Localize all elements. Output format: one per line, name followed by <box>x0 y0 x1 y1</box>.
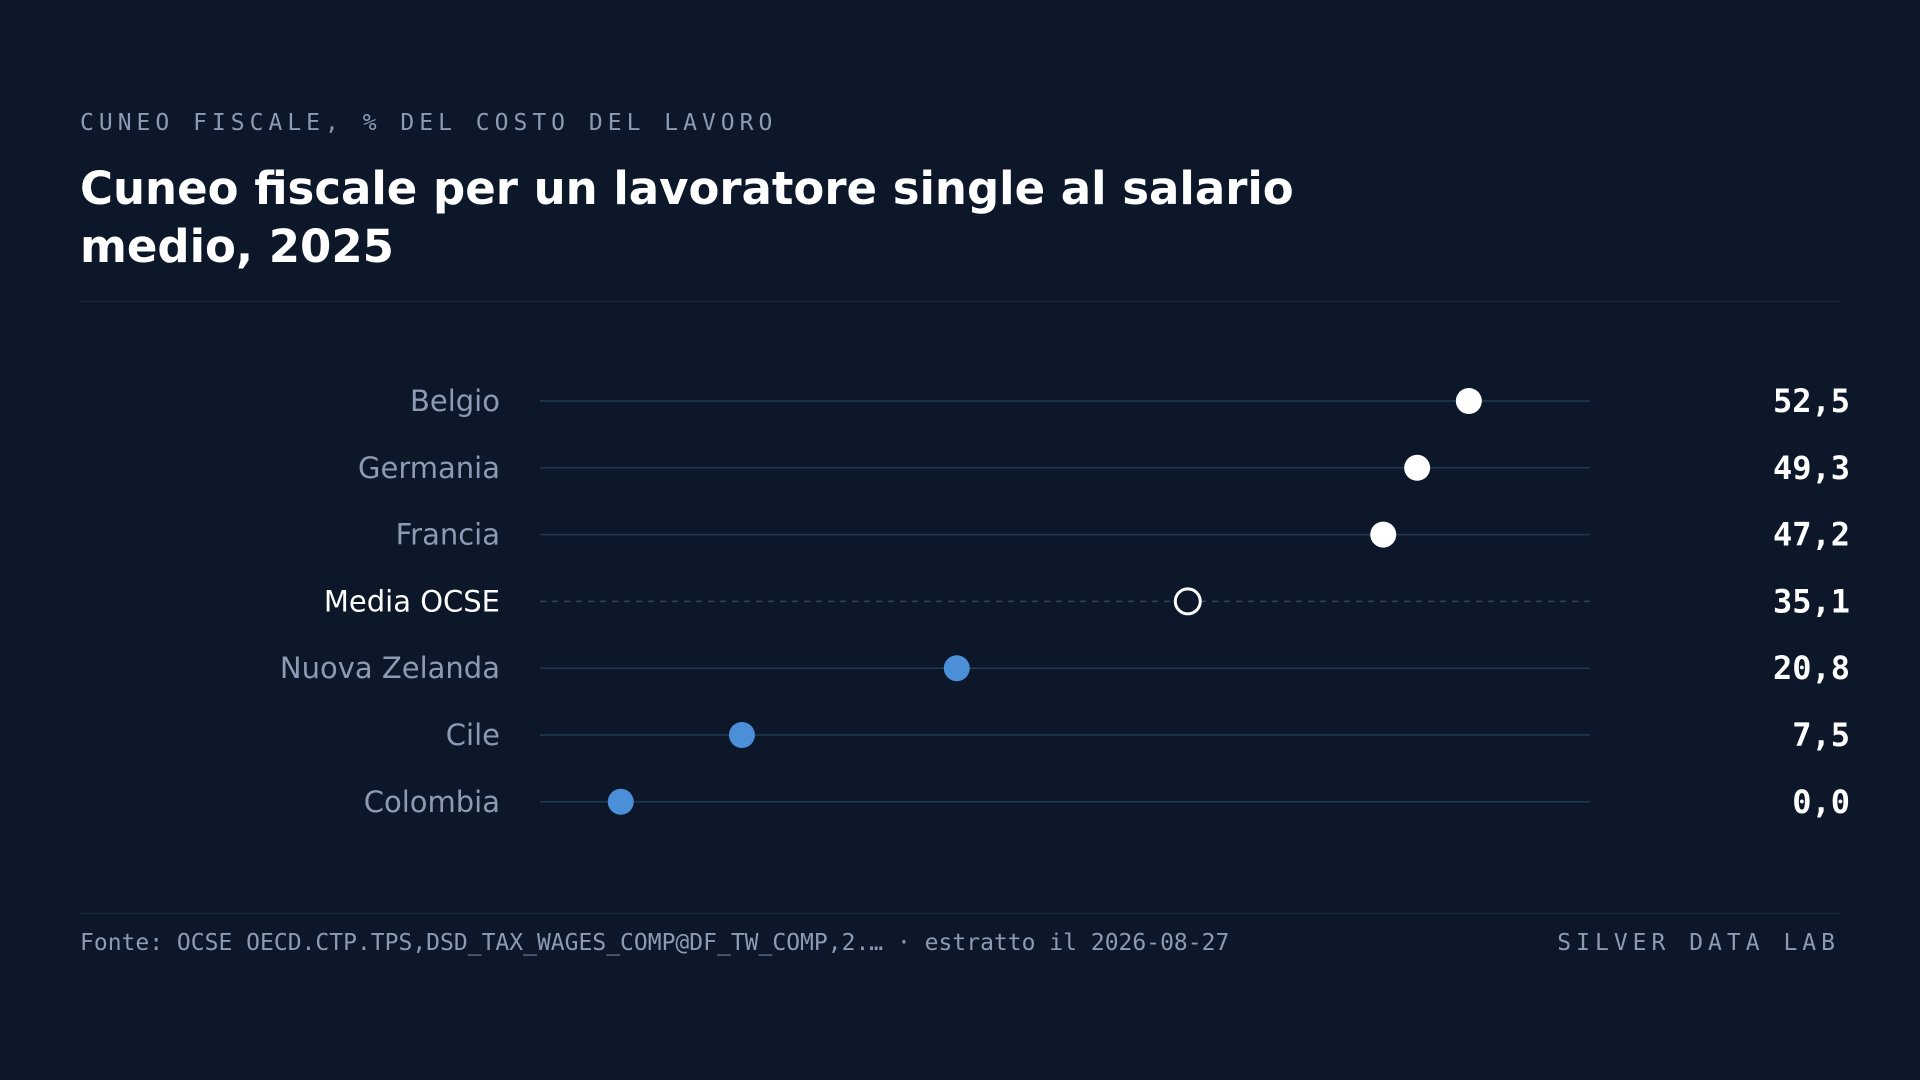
data-point <box>728 722 755 748</box>
data-point <box>1173 587 1202 616</box>
value-label: 0,0 <box>1792 783 1850 821</box>
category-label: Germania <box>358 451 500 485</box>
chart-kicker: CUNEO FISCALE, % DEL COSTO DEL LAVORO <box>80 110 778 136</box>
chart-title: Cuneo fiscale per un lavoratore single a… <box>80 162 1294 273</box>
category-label: Media OCSE <box>324 584 500 618</box>
brand-label: SILVER DATA LAB <box>1557 930 1840 956</box>
row-belgio: Belgio 52,5 <box>410 382 1850 420</box>
data-point <box>943 655 970 682</box>
value-label: 35,1 <box>1773 582 1850 620</box>
row-media-ocse: Media OCSE 35,1 <box>324 582 1850 620</box>
value-label: 7,5 <box>1792 716 1850 754</box>
category-label: Francia <box>396 518 500 552</box>
footer-divider <box>80 913 1840 914</box>
data-point <box>1370 521 1397 548</box>
data-point <box>607 788 634 815</box>
category-label: Nuova Zelanda <box>280 651 500 685</box>
source-note: Fonte: OCSE OECD.CTP.TPS,DSD_TAX_WAGES_C… <box>80 930 1230 956</box>
value-label: 20,8 <box>1773 649 1850 687</box>
row-germania: Germania 49,3 <box>358 449 1850 487</box>
value-label: 49,3 <box>1773 449 1850 487</box>
row-cile: Cile 7,5 <box>446 716 1850 754</box>
header-divider <box>80 301 1840 302</box>
category-label: Cile <box>446 718 500 752</box>
row-francia: Francia 47,2 <box>396 516 1850 554</box>
category-label: Belgio <box>410 384 500 418</box>
data-point <box>1404 454 1431 481</box>
category-label: Colombia <box>364 785 500 819</box>
row-nuova-zelanda: Nuova Zelanda 20,8 <box>280 649 1850 687</box>
value-label: 47,2 <box>1773 516 1850 554</box>
row-colombia: Colombia 0,0 <box>364 783 1850 821</box>
value-label: 52,5 <box>1773 382 1850 420</box>
data-point <box>1455 388 1482 414</box>
